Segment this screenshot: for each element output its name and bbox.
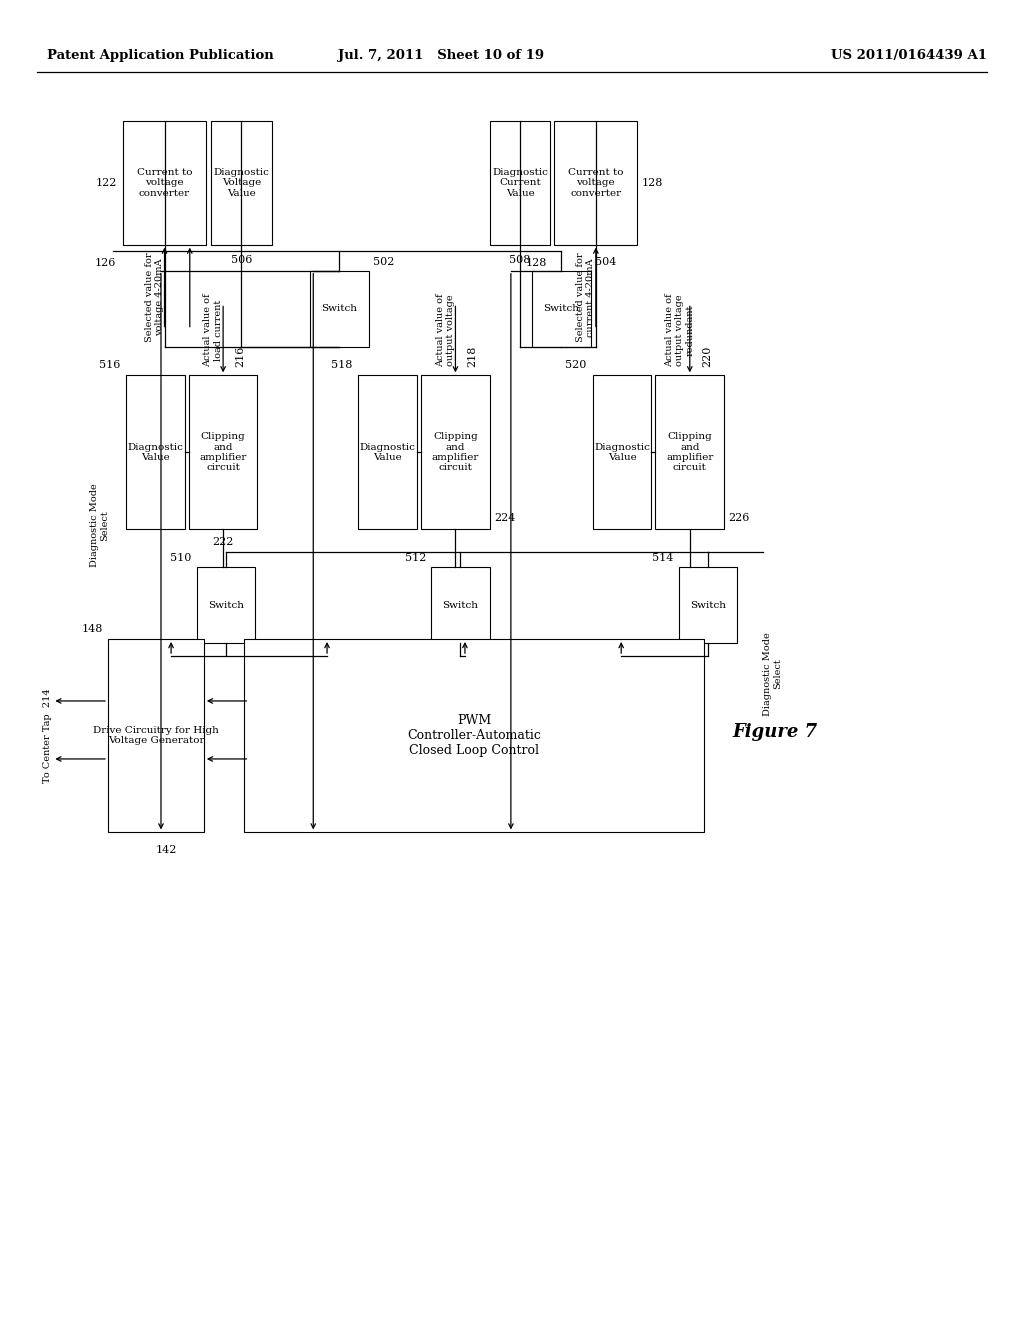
Text: PWM
Controller-Automatic
Closed Loop Control: PWM Controller-Automatic Closed Loop Con… [408, 714, 541, 758]
Text: Actual value of
output voltage
redundant: Actual value of output voltage redundant [665, 294, 694, 367]
Text: 128: 128 [525, 257, 547, 268]
Text: Diagnostic
Value: Diagnostic Value [128, 442, 183, 462]
FancyBboxPatch shape [123, 120, 206, 244]
FancyBboxPatch shape [211, 120, 271, 244]
Text: US 2011/0164439 A1: US 2011/0164439 A1 [830, 49, 987, 62]
Text: Figure 7: Figure 7 [732, 723, 817, 741]
Text: Drive Circuitry for High
Voltage Generator: Drive Circuitry for High Voltage Generat… [93, 726, 219, 746]
Text: 142: 142 [156, 846, 177, 855]
FancyBboxPatch shape [655, 375, 724, 529]
Text: Current to
voltage
converter: Current to voltage converter [568, 168, 624, 198]
Text: To Center Tap  214: To Center Tap 214 [43, 689, 52, 783]
Text: 512: 512 [404, 553, 426, 564]
FancyBboxPatch shape [554, 120, 637, 244]
FancyBboxPatch shape [593, 375, 651, 529]
Text: Diagnostic
Value: Diagnostic Value [359, 442, 416, 462]
Text: 504: 504 [595, 257, 616, 267]
Text: Jul. 7, 2011   Sheet 10 of 19: Jul. 7, 2011 Sheet 10 of 19 [338, 49, 545, 62]
Text: 520: 520 [565, 360, 587, 370]
FancyBboxPatch shape [421, 375, 489, 529]
Text: 502: 502 [373, 257, 394, 267]
FancyBboxPatch shape [188, 375, 257, 529]
Text: Clipping
and
amplifier
circuit: Clipping and amplifier circuit [200, 432, 247, 473]
Text: 220: 220 [701, 346, 712, 367]
Text: Clipping
and
amplifier
circuit: Clipping and amplifier circuit [666, 432, 714, 473]
Text: 510: 510 [170, 553, 191, 564]
Text: Switch: Switch [690, 601, 726, 610]
Text: 518: 518 [331, 360, 352, 370]
Text: Diagnostic Mode
Select: Diagnostic Mode Select [763, 632, 782, 715]
Text: Selected value for
voltage 4-20mA: Selected value for voltage 4-20mA [144, 252, 164, 342]
FancyBboxPatch shape [489, 120, 550, 244]
Text: 226: 226 [728, 513, 750, 523]
Text: Clipping
and
amplifier
circuit: Clipping and amplifier circuit [432, 432, 479, 473]
Text: 514: 514 [652, 553, 674, 564]
FancyBboxPatch shape [108, 639, 204, 833]
FancyBboxPatch shape [310, 271, 369, 347]
Text: Diagnostic
Current
Value: Diagnostic Current Value [493, 168, 548, 198]
FancyBboxPatch shape [431, 568, 489, 643]
Text: 506: 506 [230, 255, 252, 265]
Text: Patent Application Publication: Patent Application Publication [47, 49, 274, 62]
Text: Diagnostic
Value: Diagnostic Value [594, 442, 650, 462]
Text: Switch: Switch [544, 304, 580, 313]
Text: Switch: Switch [322, 304, 357, 313]
Text: 508: 508 [509, 255, 530, 265]
Text: 126: 126 [94, 257, 116, 268]
Text: Diagnostic Mode
Select: Diagnostic Mode Select [90, 483, 110, 568]
Text: Switch: Switch [442, 601, 478, 610]
Text: 218: 218 [468, 346, 477, 367]
FancyBboxPatch shape [245, 639, 703, 833]
FancyBboxPatch shape [358, 375, 417, 529]
Text: Actual value of
load current: Actual value of load current [204, 294, 222, 367]
Text: 222: 222 [212, 537, 233, 548]
Text: 148: 148 [82, 624, 102, 634]
FancyBboxPatch shape [532, 271, 591, 347]
Text: Switch: Switch [208, 601, 244, 610]
Text: Actual value of
output voltage: Actual value of output voltage [435, 294, 455, 367]
Text: 128: 128 [641, 178, 663, 187]
Text: 224: 224 [494, 513, 515, 523]
Text: 216: 216 [236, 346, 245, 367]
Text: 516: 516 [98, 360, 120, 370]
Text: 122: 122 [95, 178, 117, 187]
Text: Diagnostic
Voltage
Value: Diagnostic Voltage Value [213, 168, 269, 198]
FancyBboxPatch shape [679, 568, 737, 643]
Text: Selected value for
current 4-20mA: Selected value for current 4-20mA [577, 252, 595, 342]
FancyBboxPatch shape [197, 568, 255, 643]
FancyBboxPatch shape [126, 375, 184, 529]
Text: Current to
voltage
converter: Current to voltage converter [137, 168, 193, 198]
